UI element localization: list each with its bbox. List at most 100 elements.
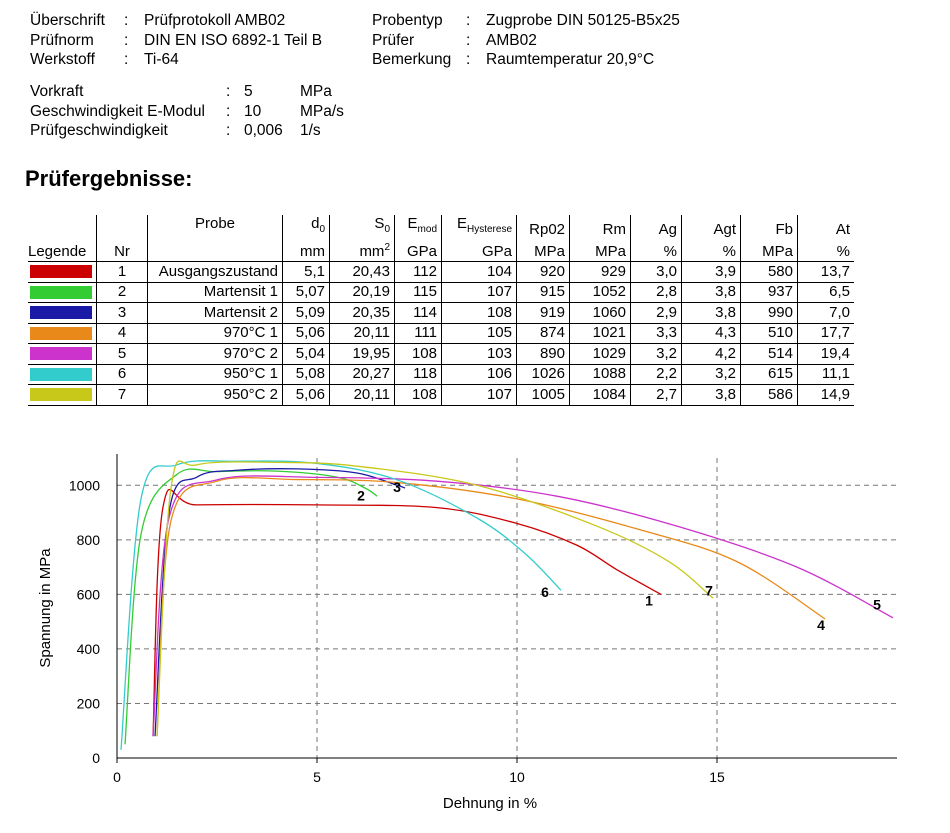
header-row: Probentyp: Zugprobe DIN 50125-B5x25	[372, 11, 680, 31]
cell-rp02: 1026	[516, 364, 570, 385]
cell-rp02: 915	[516, 282, 570, 303]
table-row: 7 950°C 2 5,06 20,11 108 107 1005 1084 2,7 3,8 586…	[28, 384, 854, 406]
x-tick-label: 15	[709, 769, 725, 785]
cell-emod: 108	[394, 343, 442, 365]
cell-ehys: 107	[441, 282, 517, 303]
y-tick-label: 1000	[69, 477, 100, 493]
header-value: AMB02	[486, 31, 537, 49]
table-row: 6 950°C 1 5,08 20,27 118 106 1026 1088 2,2 3,2 615…	[28, 364, 854, 385]
series-line-4	[156, 476, 826, 737]
header-row: Bemerkung: Raumtemperatur 20,9°C	[372, 50, 680, 70]
col-legende-empty	[28, 215, 97, 239]
header-value: Prüfprotokoll AMB02	[144, 12, 286, 29]
cell-rm: 1060	[569, 302, 631, 324]
cell-at: 13,7	[797, 261, 854, 283]
col-at-unit: %	[797, 239, 854, 262]
legend-swatch-cell	[28, 323, 97, 344]
cell-at: 6,5	[797, 282, 854, 303]
col-fb-unit: MPa	[740, 239, 798, 262]
cell-d0: 5,04	[282, 343, 330, 365]
cell-rm: 1088	[569, 364, 631, 385]
cell-rp02: 1005	[516, 384, 570, 406]
cell-probe: 950°C 2	[147, 384, 283, 406]
col-ehys-unit: GPa	[441, 239, 517, 262]
header-value: 0,006	[244, 122, 283, 139]
header-colon: :	[124, 31, 129, 49]
cell-s0: 20,35	[329, 302, 395, 324]
header-right: Probentyp: Zugprobe DIN 50125-B5x25 Prüfer…	[372, 11, 680, 70]
cell-emod: 114	[394, 302, 442, 324]
y-tick-label: 0	[92, 750, 100, 766]
cell-ehys: 105	[441, 323, 517, 344]
header-colon: :	[466, 51, 471, 68]
cell-nr: 6	[96, 364, 148, 385]
table-row: 3 Martensit 2 5,09 20,35 114 108 919 1060 2,9 3,8…	[28, 302, 854, 324]
cell-rp02: 920	[516, 261, 570, 283]
series-line-6	[120, 460, 562, 750]
cell-at: 14,9	[797, 384, 854, 406]
cell-emod: 115	[394, 282, 442, 303]
cell-nr: 7	[96, 384, 148, 406]
y-tick-label: 400	[77, 641, 101, 657]
header-params: Vorkraft:5 MPa Geschwindigkeit E-Modul:10 M…	[30, 82, 344, 141]
cell-rm: 929	[569, 261, 631, 283]
cell-nr: 2	[96, 282, 148, 303]
legend-swatch-cell	[28, 302, 97, 324]
header-colon: :	[226, 102, 231, 120]
header-label: Geschwindigkeit E-Modul	[30, 102, 205, 120]
table-row: 2 Martensit 1 5,07 20,19 115 107 915 1052 2,8 3,8…	[28, 282, 854, 303]
col-legende-header: Legende	[28, 239, 97, 262]
col-nr-empty	[96, 215, 148, 239]
cell-agt: 3,2	[681, 364, 741, 385]
col-rp02-header: Rp02	[516, 215, 570, 239]
header-row: Prüfnorm: DIN EN ISO 6892-1 Teil B	[30, 31, 322, 51]
col-s0-unit: mm2	[329, 239, 395, 262]
cell-s0: 20,11	[329, 323, 395, 344]
header-value: Zugprobe DIN 50125-B5x25	[486, 12, 680, 29]
legend-swatch	[30, 285, 92, 299]
legend-swatch	[30, 265, 92, 279]
header-row: Überschrift: Prüfprotokoll AMB02	[30, 11, 322, 31]
table-row: 5 970°C 2 5,04 19,95 108 103 890 1029 3,2 4,2 514 1…	[28, 343, 854, 365]
col-nr-header: Nr	[96, 239, 148, 262]
cell-rm: 1021	[569, 323, 631, 344]
cell-d0: 5,1	[282, 261, 330, 283]
cell-agt: 3,9	[681, 261, 741, 283]
curve-label-1: 1	[645, 592, 653, 608]
cell-ehys: 103	[441, 343, 517, 365]
cell-probe: Martensit 2	[147, 302, 283, 324]
legend-swatch	[30, 347, 92, 361]
header-row: Werkstoff: Ti-64	[30, 50, 322, 70]
legend-swatch	[30, 367, 92, 381]
legend-swatch-cell	[28, 261, 97, 283]
legend-swatch	[30, 326, 92, 340]
header-row: Geschwindigkeit E-Modul:10 MPa/s	[30, 102, 344, 122]
cell-d0: 5,07	[282, 282, 330, 303]
y-tick-label: 200	[77, 695, 101, 711]
col-rp02-unit: MPa	[516, 239, 570, 262]
cell-agt: 4,3	[681, 323, 741, 344]
cell-s0: 20,43	[329, 261, 395, 283]
cell-ag: 2,8	[630, 282, 682, 303]
header-row: Prüfgeschwindigkeit:0,006 1/s	[30, 121, 344, 141]
cell-ag: 2,2	[630, 364, 682, 385]
table-row: 1 Ausgangszustand 5,1 20,43 112 104 920 929 3,0 3…	[28, 261, 854, 283]
cell-rm: 1052	[569, 282, 631, 303]
col-d0-unit: mm	[282, 239, 330, 262]
cell-rp02: 874	[516, 323, 570, 344]
header-colon: :	[466, 31, 471, 49]
cell-ag: 2,7	[630, 384, 682, 406]
legend-swatch-cell	[28, 364, 97, 385]
x-axis-label: Dehnung in %	[443, 795, 537, 812]
cell-probe: Martensit 1	[147, 282, 283, 303]
legend-swatch-cell	[28, 384, 97, 406]
col-rm-header: Rm	[569, 215, 631, 239]
x-tick-label: 10	[509, 769, 525, 785]
col-emod-unit: GPa	[394, 239, 442, 262]
cell-probe: 950°C 1	[147, 364, 283, 385]
header-label: Werkstoff	[30, 51, 95, 68]
curve-label-2: 2	[357, 487, 365, 503]
header-unit: MPa	[300, 83, 332, 100]
legend-swatch-cell	[28, 282, 97, 303]
cell-ehys: 104	[441, 261, 517, 283]
